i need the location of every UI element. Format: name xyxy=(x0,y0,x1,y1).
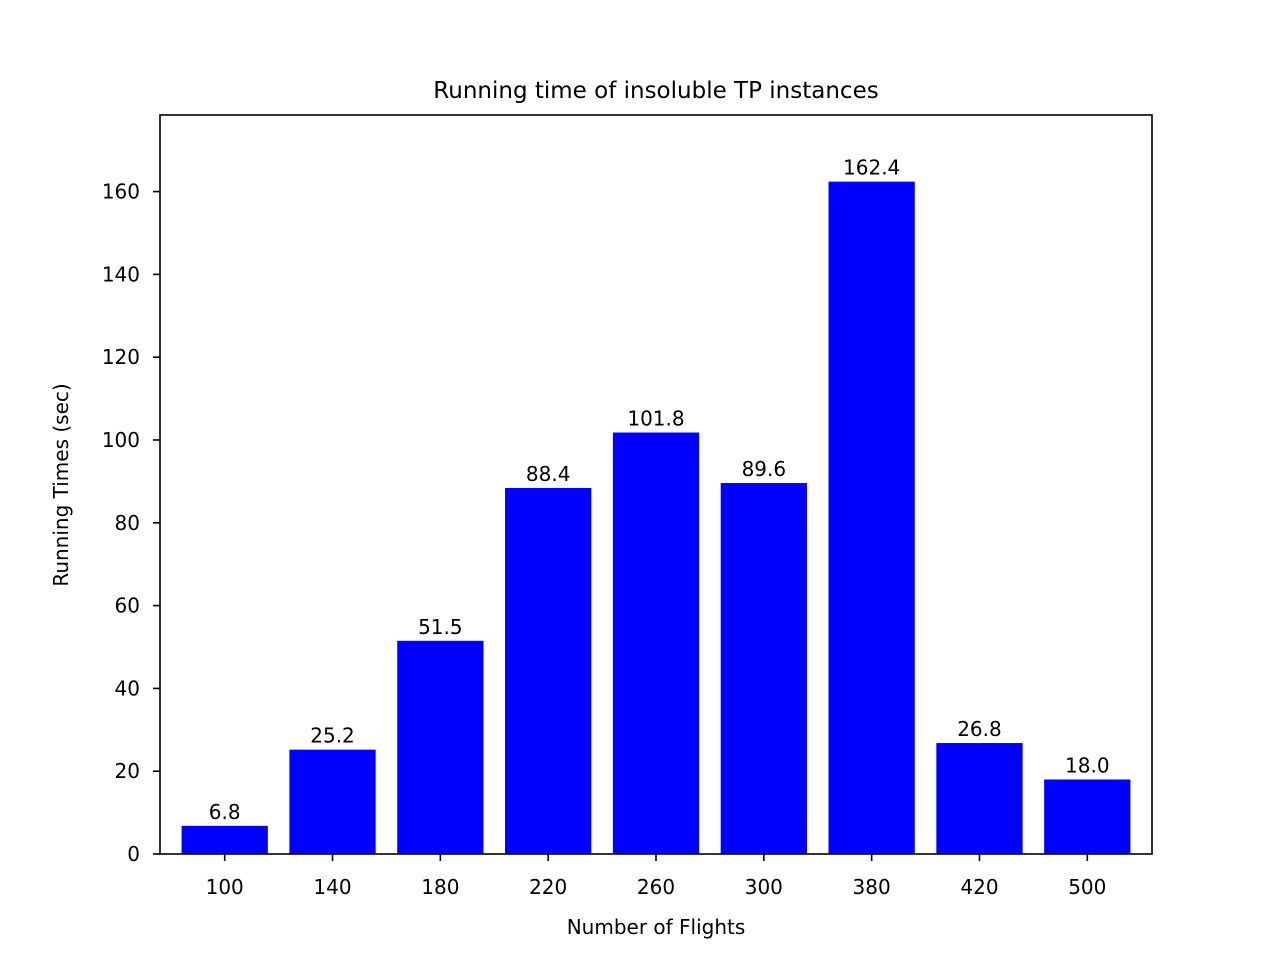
plot-frame xyxy=(159,114,1153,855)
data-label-220: 88.4 xyxy=(526,462,571,486)
x-tick-label: 260 xyxy=(637,875,675,899)
y-axis-label: Running Times (sec) xyxy=(49,383,73,586)
data-label-500: 18.0 xyxy=(1065,753,1110,777)
data-label-180: 51.5 xyxy=(418,615,463,639)
bar-420 xyxy=(936,743,1023,854)
data-label-300: 89.6 xyxy=(742,457,787,481)
bar-500 xyxy=(1044,779,1131,854)
y-tick-label: 0 xyxy=(127,842,140,866)
y-tick-label: 160 xyxy=(102,180,140,204)
bar-180 xyxy=(397,640,484,854)
y-tick-label: 100 xyxy=(102,428,140,452)
y-tick-label: 80 xyxy=(115,511,140,535)
y-tick-label: 140 xyxy=(102,262,140,286)
bar-260 xyxy=(612,432,700,854)
x-tick-label: 140 xyxy=(313,875,351,899)
bar-100 xyxy=(181,825,268,854)
data-label-420: 26.8 xyxy=(957,717,1002,741)
chart-title: Running time of insoluble TP instances xyxy=(433,78,878,104)
x-tick-label: 380 xyxy=(853,875,891,899)
y-tick-label: 120 xyxy=(102,345,140,369)
data-label-380: 162.4 xyxy=(843,156,900,180)
x-tick-label: 100 xyxy=(206,875,244,899)
bar-140 xyxy=(289,749,376,854)
x-tick-label: 220 xyxy=(529,875,567,899)
y-tick-label: 40 xyxy=(115,676,140,700)
x-tick-label: 180 xyxy=(421,875,459,899)
x-tick-label: 500 xyxy=(1068,875,1106,899)
data-label-260: 101.8 xyxy=(627,407,684,431)
x-tick-label: 300 xyxy=(745,875,783,899)
data-label-140: 25.2 xyxy=(310,724,355,748)
bar-220 xyxy=(505,488,592,854)
y-tick-label: 60 xyxy=(115,594,140,618)
y-tick-label: 20 xyxy=(115,759,140,783)
bars-layer: 6.8 25.2 51.5 88.4 101.8 89.6 162.4 26.8 18.0 xyxy=(181,156,1131,854)
data-label-100: 6.8 xyxy=(209,800,241,824)
ticks-layer: 100 140 180 220 260 300 380 420 500 0 20 40 60 80 100 1… xyxy=(102,180,1107,899)
x-axis-label: Number of Flights xyxy=(567,915,746,939)
bar-300 xyxy=(720,483,807,854)
x-tick-label: 420 xyxy=(960,875,998,899)
bar-380 xyxy=(828,181,915,854)
